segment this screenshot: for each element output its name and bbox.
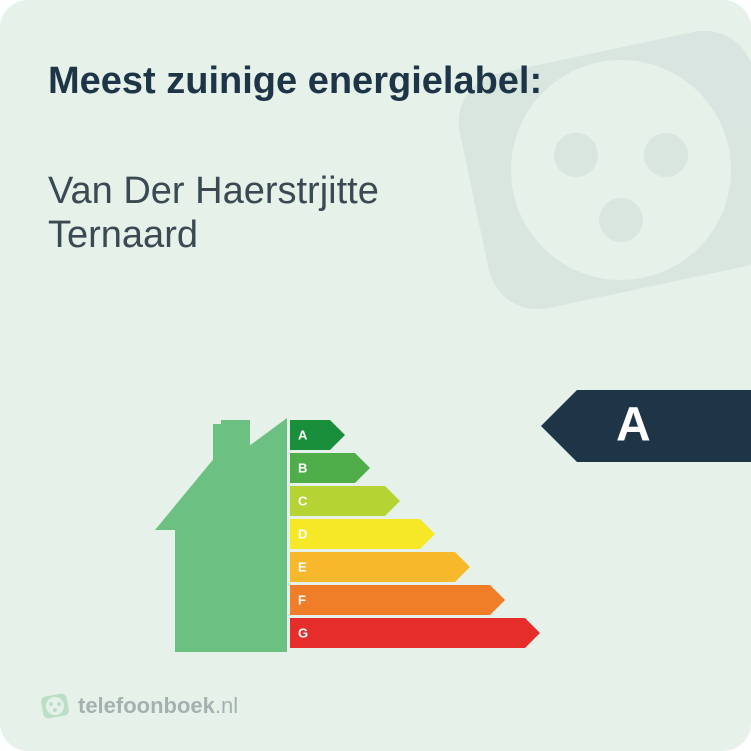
energy-bar-label: E: [298, 560, 307, 575]
energy-label-card: Meest zuinige energielabel: Van Der Haer…: [0, 0, 751, 751]
energy-label-diagram: A B C D E F G: [155, 400, 595, 660]
brand-name-light: .nl: [215, 693, 238, 719]
energy-bar-label: C: [298, 494, 307, 509]
subtitle-line-1: Van Der Haerstrjitte: [48, 170, 379, 212]
energy-bar-d: D: [290, 519, 540, 549]
energy-bar-label: F: [298, 593, 306, 608]
energy-bar-label: B: [298, 461, 307, 476]
subtitle-line-2: Ternaard: [48, 214, 198, 256]
energy-bar-e: E: [290, 552, 540, 582]
card-title: Meest zuinige energielabel:: [48, 60, 542, 103]
phonebook-icon: [40, 691, 70, 721]
energy-bar-g: G: [290, 618, 540, 648]
card-subtitle: Van Der Haerstrjitte Ternaard: [48, 170, 379, 257]
energy-bar-f: F: [290, 585, 540, 615]
energy-bar-a: A: [290, 420, 540, 450]
house-icon-overlay: [155, 400, 290, 660]
energy-bar-label: A: [298, 428, 307, 443]
energy-bar-label: G: [298, 626, 308, 641]
energy-bars: A B C D E F G: [290, 420, 540, 651]
energy-bar-b: B: [290, 453, 540, 483]
footer-brand: telefoonboek.nl: [40, 691, 238, 721]
energy-bar-c: C: [290, 486, 540, 516]
energy-bar-label: D: [298, 527, 307, 542]
watermark-icon: [411, 0, 751, 380]
brand-name-bold: telefoonboek: [78, 693, 215, 719]
rating-pointer: A: [541, 390, 751, 462]
rating-letter: A: [616, 397, 651, 452]
